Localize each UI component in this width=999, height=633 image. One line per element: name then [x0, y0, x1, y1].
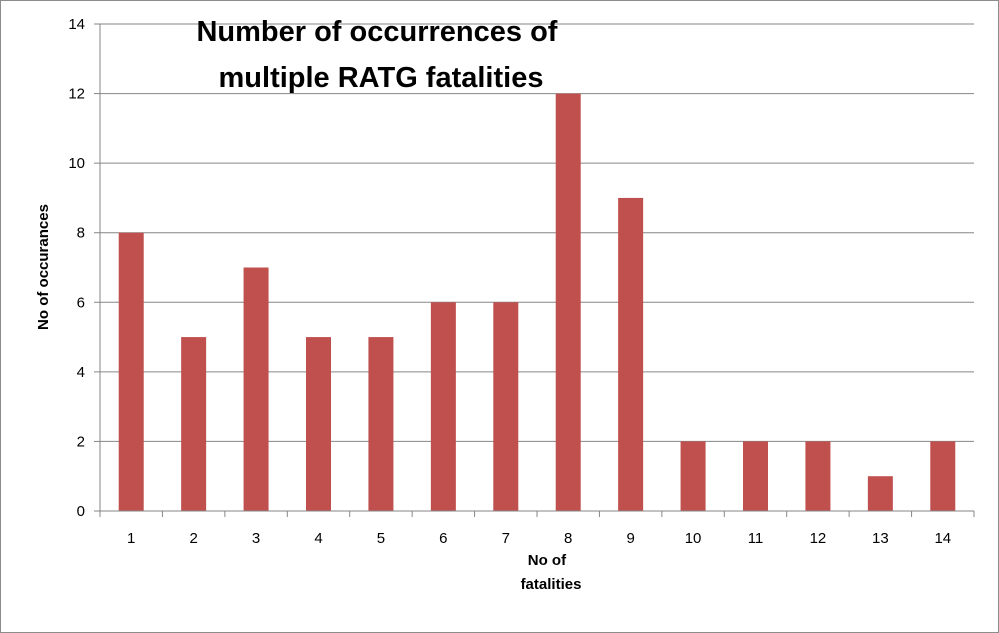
x-tick-label: 4	[314, 530, 322, 547]
x-tick-label: 8	[564, 530, 572, 547]
axes	[94, 23, 975, 517]
y-tick-label: 6	[77, 294, 85, 311]
x-tick-label: 1	[127, 530, 135, 547]
bar-10	[680, 441, 706, 511]
y-axis-label: No of occurances	[35, 204, 52, 330]
x-tick-label: 10	[685, 530, 702, 547]
y-tick-label: 12	[68, 86, 85, 103]
bar-13	[867, 476, 893, 511]
x-tick-label: 6	[439, 530, 447, 547]
bar-5	[368, 337, 394, 511]
x-tick-label: 2	[189, 530, 197, 547]
chart-title-line-2: multiple RATG fatalities	[219, 62, 544, 94]
x-tick-label: 12	[810, 530, 827, 547]
x-tick-label: 7	[502, 530, 510, 547]
bars	[118, 93, 956, 512]
x-tick-label: 11	[748, 530, 764, 547]
x-tick-label: 14	[934, 530, 951, 547]
y-tick-label: 4	[77, 364, 85, 381]
chart-title: Number of occurrences of multiple RATG f…	[196, 16, 565, 94]
bar-14	[930, 441, 956, 511]
bar-3	[243, 267, 269, 511]
y-tick-label: 8	[77, 225, 85, 242]
bar-9	[618, 197, 644, 511]
x-tick-labels: 1 2 3 4 5 6 7 8 9 10 11 12 13 14	[127, 530, 951, 547]
y-tick-labels: 0 2 4 6 8 10 12 14	[68, 16, 85, 520]
x-axis-label: No of fatalities	[521, 552, 582, 593]
bar-12	[805, 441, 831, 511]
x-axis-label-line-1: No of	[528, 552, 567, 569]
y-tick-label: 10	[68, 155, 85, 172]
bar-1	[118, 232, 144, 511]
y-tick-label: 2	[77, 433, 85, 450]
x-tick-label: 9	[626, 530, 634, 547]
bar-6	[430, 302, 456, 511]
bar-2	[181, 337, 207, 511]
bar-7	[493, 302, 519, 511]
bar-4	[306, 337, 331, 511]
y-tick-label: 0	[77, 503, 85, 520]
x-tick-label: 13	[872, 530, 889, 547]
y-tick-label: 14	[68, 16, 85, 33]
x-tick-label: 5	[377, 530, 385, 547]
x-axis-label-line-2: fatalities	[521, 576, 582, 593]
bar-8	[555, 93, 581, 512]
chart-title-line-1: Number of occurrences of	[196, 16, 557, 48]
x-tick-label: 3	[252, 530, 260, 547]
bar-11	[743, 441, 768, 511]
